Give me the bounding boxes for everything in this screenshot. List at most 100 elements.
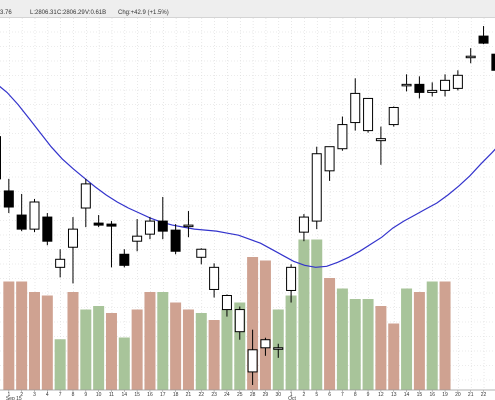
volume-bar [388, 323, 400, 390]
volume-bar [16, 281, 28, 390]
x-tick-label: 30 [275, 392, 281, 398]
volume-bar [67, 292, 79, 390]
candle [80, 178, 91, 228]
volume-bar [324, 278, 336, 390]
candle-body-down [119, 253, 130, 266]
candle [170, 224, 181, 255]
x-tick-label: 1 [7, 392, 10, 398]
candle-body-up [363, 97, 374, 132]
candle-body-up [375, 138, 386, 142]
candle-body-up [132, 235, 143, 242]
candle-body-down [170, 229, 181, 252]
x-tick-label: 2 [20, 392, 23, 398]
x-tick-label: 19 [442, 392, 448, 398]
candle-body-up [29, 201, 40, 230]
volume-bar [413, 292, 425, 390]
x-tick-label: 22 [198, 392, 204, 398]
x-tick-label: 25 [237, 392, 243, 398]
volume-bar [259, 260, 271, 390]
candle [414, 76, 425, 99]
volume-bar [349, 299, 361, 390]
x-tick-label: 17 [160, 392, 166, 398]
candle-body-down [491, 53, 495, 71]
x-tick-label: 10 [96, 392, 102, 398]
candle-body-up [273, 347, 284, 350]
candle-body-down [42, 216, 53, 242]
candle-body-up [183, 224, 194, 228]
change-value: Chg:+42.9 (+1.5%) [118, 10, 169, 16]
candle [311, 146, 322, 230]
candle-body-up [324, 146, 335, 172]
candle [298, 214, 309, 242]
volume-bar [298, 239, 310, 390]
candle-body-down [93, 222, 104, 226]
volume-bar [3, 281, 15, 390]
candle-body-down [16, 214, 27, 230]
candle-body-up [67, 228, 78, 248]
candle [273, 343, 284, 358]
ohlc-header: 3.76 L:2806.31 C:2806.29 V:0.61B Chg:+42… [0, 0, 495, 18]
candle-body-up [144, 220, 155, 235]
x-tick-label: 9 [367, 392, 370, 398]
volume-bar [285, 295, 297, 390]
volume-bar [54, 339, 66, 390]
x-tick-label: 5 [315, 392, 318, 398]
candle [132, 219, 143, 252]
x-tick-label: 3 [33, 392, 36, 398]
volume-bar [311, 239, 323, 390]
candle-body-down [106, 223, 117, 227]
candle [286, 264, 297, 303]
moving-average-line [0, 85, 495, 268]
volume-bar [401, 288, 413, 390]
volume-bar [208, 320, 220, 390]
candle [452, 70, 463, 91]
candle [106, 221, 117, 268]
candle-body-up [337, 124, 348, 150]
volume-bar [41, 295, 53, 390]
candle [324, 146, 335, 181]
candle [93, 215, 104, 228]
candle [183, 211, 194, 238]
volume-bar [144, 292, 156, 390]
candle-body-up [196, 248, 207, 258]
x-tick-label: 11 [109, 392, 114, 398]
volume-bar [221, 309, 233, 390]
candle-body-up [55, 258, 66, 268]
candle-body-up [350, 92, 361, 124]
candle-body-up [234, 309, 245, 333]
candle [337, 116, 348, 151]
candle-body-up [388, 106, 399, 126]
candle-body-up [298, 216, 309, 233]
candle [234, 306, 245, 340]
x-tick-label: 14 [122, 392, 128, 398]
candle-body-up [427, 89, 438, 93]
x-tick-label: 18 [173, 392, 179, 398]
candle-body-up [247, 349, 258, 373]
candle [440, 74, 451, 97]
volume-bar [426, 281, 438, 390]
x-tick-label: 29 [263, 392, 269, 398]
x-tick-label: 22 [481, 392, 487, 398]
volume-value: V:0.61B [85, 10, 107, 16]
x-tick-label: 7 [341, 392, 344, 398]
x-tick-label: 9 [84, 392, 87, 398]
candle [350, 78, 361, 131]
moving-average-path [0, 85, 495, 268]
candle [119, 249, 130, 268]
candle [55, 249, 66, 278]
x-tick-label: 21 [186, 392, 192, 398]
candle [144, 217, 155, 240]
candle [260, 337, 271, 356]
low-value: L:2806.31 [30, 10, 57, 16]
candle-body-up [260, 339, 271, 349]
volume-bar [375, 306, 387, 390]
x-tick-label: 1 [290, 392, 293, 398]
candle [363, 97, 374, 133]
candle-body-down [0, 136, 1, 180]
candle-body-up [401, 83, 412, 87]
candlesticks [0, 26, 495, 385]
candle [42, 213, 53, 246]
x-tick-label: 7 [59, 392, 62, 398]
